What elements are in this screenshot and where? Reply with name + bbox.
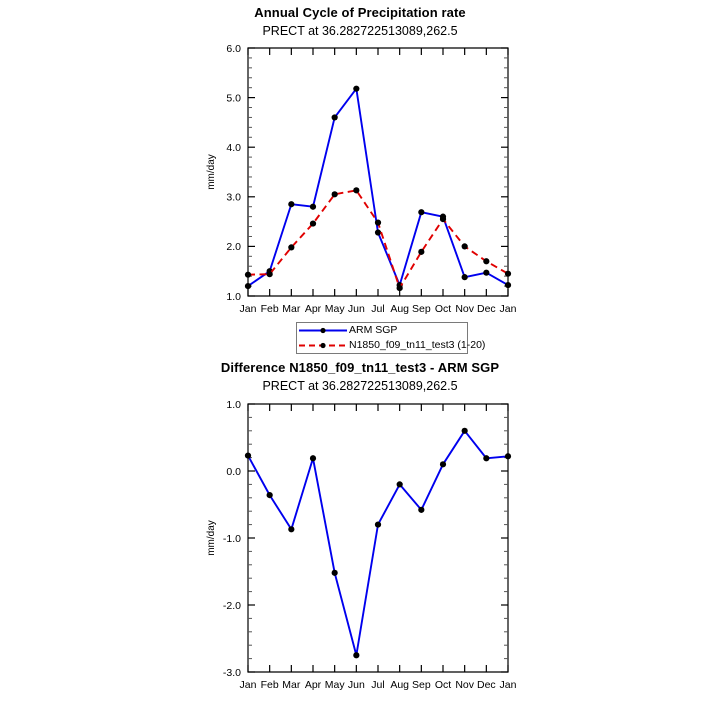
svg-text:3.0: 3.0 (226, 192, 241, 204)
svg-text:Jun: Jun (348, 303, 365, 315)
svg-text:Jan: Jan (500, 679, 517, 691)
legend-sample-observation (299, 327, 347, 334)
bottom-chart-panel: Difference N1850_f09_tn11_test3 - ARM SG… (0, 356, 720, 720)
svg-text:1.0: 1.0 (226, 399, 241, 411)
svg-text:Apr: Apr (305, 303, 322, 315)
svg-text:Feb: Feb (261, 679, 279, 691)
svg-text:May: May (325, 679, 346, 691)
svg-text:Jul: Jul (371, 303, 384, 315)
top-chart-title: Annual Cycle of Precipitation rate (254, 5, 466, 20)
legend-item-observation: ARM SGP (297, 323, 467, 338)
svg-text:-2.0: -2.0 (223, 600, 241, 612)
svg-text:May: May (325, 303, 346, 315)
svg-text:Dec: Dec (477, 679, 496, 691)
top-chart-plot: 1.0 2.0 3.0 4.0 5.0 6.0 Jan Feb Mar Apr May Jun Jul A… (206, 43, 517, 315)
svg-text:Aug: Aug (390, 679, 409, 691)
legend-sample-model (299, 342, 347, 349)
svg-text:2.0: 2.0 (226, 241, 241, 253)
svg-text:1.0: 1.0 (226, 291, 241, 303)
svg-text:Nov: Nov (455, 303, 474, 315)
svg-text:4.0: 4.0 (226, 142, 241, 154)
svg-text:Apr: Apr (305, 679, 322, 691)
svg-text:Dec: Dec (477, 303, 496, 315)
svg-text:Sep: Sep (412, 679, 431, 691)
legend-item-model: N1850_f09_tn11_test3 (1-20) (297, 338, 485, 353)
top-chart-panel: Annual Cycle of Precipitation rate PRECT… (206, 5, 517, 354)
svg-text:-1.0: -1.0 (223, 533, 241, 545)
svg-text:Jul: Jul (371, 679, 384, 691)
svg-text:Feb: Feb (261, 303, 279, 315)
bottom-chart-title: Difference N1850_f09_tn11_test3 - ARM SG… (220, 360, 500, 375)
svg-text:Aug: Aug (390, 303, 409, 315)
top-chart-subtitle: PRECT at 36.282722513089,262.5 (262, 24, 458, 38)
svg-text:Sep: Sep (412, 303, 431, 315)
svg-text:Oct: Oct (435, 679, 451, 691)
svg-text:Oct: Oct (435, 303, 451, 315)
svg-text:Mar: Mar (282, 679, 301, 691)
svg-text:Mar: Mar (282, 303, 301, 315)
svg-text:Jan: Jan (500, 303, 517, 315)
svg-text:-3.0: -3.0 (223, 667, 241, 679)
legend-label-model: N1850_f09_tn11_test3 (1-20) (349, 339, 486, 351)
svg-text:Jun: Jun (348, 679, 365, 691)
legend-label-observation: ARM SGP (349, 324, 398, 336)
svg-text:Jan: Jan (240, 679, 257, 691)
top-chart-legend: ARM SGP N1850_f09_tn11_test3 (1-20) (296, 322, 485, 354)
svg-text:6.0: 6.0 (226, 43, 241, 55)
bottom-chart-plot: -3.0 -2.0 -1.0 0.0 1.0 Jan Feb Mar Apr May Jun Jul A… (206, 399, 517, 691)
svg-text:5.0: 5.0 (226, 92, 241, 104)
svg-text:Jan: Jan (240, 303, 257, 315)
svg-text:mm/day: mm/day (206, 520, 217, 556)
svg-text:0.0: 0.0 (226, 466, 241, 478)
svg-text:Nov: Nov (455, 679, 474, 691)
svg-text:mm/day: mm/day (206, 154, 217, 190)
bottom-chart-subtitle: PRECT at 36.282722513089,262.5 (262, 379, 458, 393)
